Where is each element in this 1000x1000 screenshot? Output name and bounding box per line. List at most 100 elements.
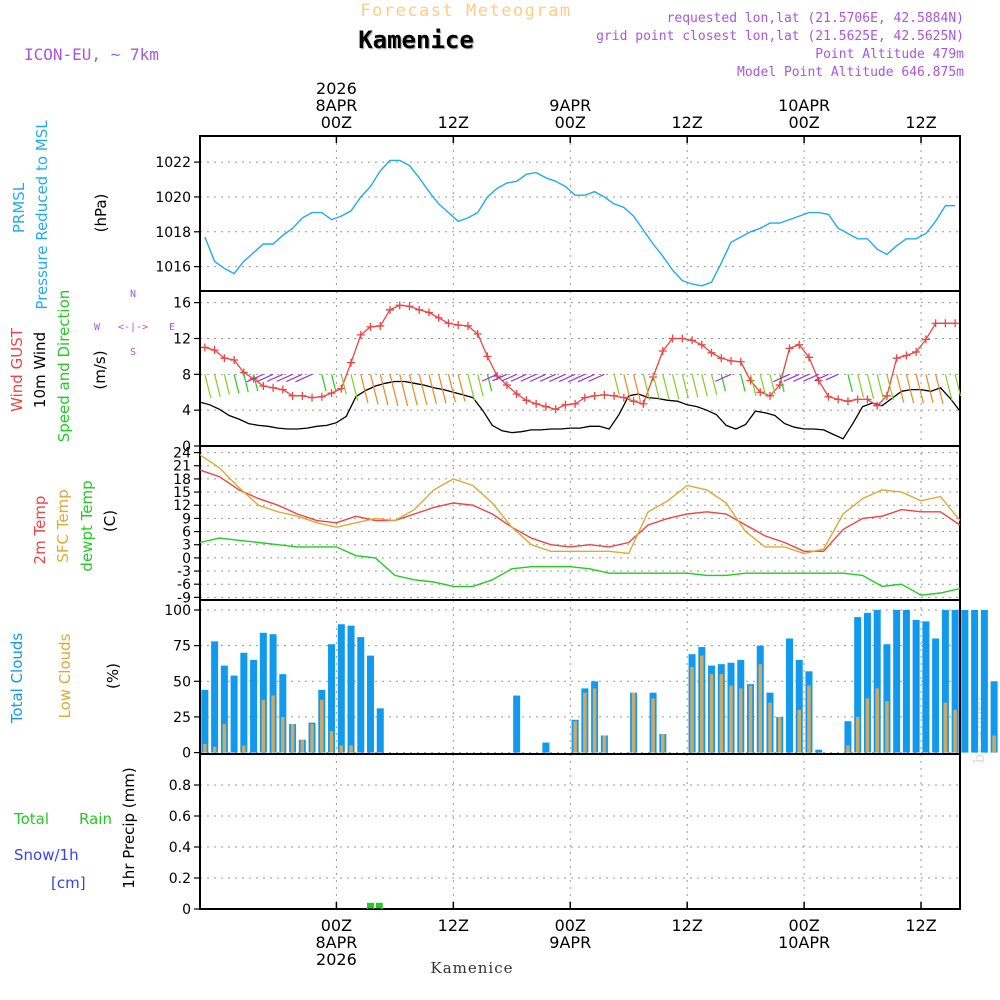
total-cloud-bar <box>844 721 852 753</box>
wind-direction-arrow <box>896 374 905 403</box>
gust-point <box>717 354 726 363</box>
wind-direction-arrow <box>340 374 347 395</box>
wind-direction-arrow <box>671 374 680 400</box>
ms-unit-label: (m/s) <box>91 350 109 389</box>
compass-north: N <box>130 289 136 300</box>
total-cloud-bar <box>337 624 345 753</box>
footer-location: Kamenice <box>431 959 514 977</box>
low-cloud-bar <box>797 709 801 753</box>
wind-direction-arrow <box>866 374 875 399</box>
rain-label: Rain <box>79 810 112 828</box>
gust-point <box>278 385 287 394</box>
gust-line <box>204 304 956 410</box>
y-tick-label: 0 <box>182 746 191 762</box>
total-cloud-bar <box>854 617 862 753</box>
wind-panel: 0 4 8 12 16 <box>173 290 961 455</box>
plot-layer: 10161018102010220481216-9-6-303691215182… <box>155 79 998 969</box>
dewpoint-line <box>199 537 961 596</box>
compass-arrows-icon: <-|-> <box>118 322 148 333</box>
wind-direction-arrow <box>915 374 924 404</box>
gust-point <box>502 381 511 390</box>
low-cloud-bar <box>310 724 314 753</box>
wind-direction-arrow <box>857 374 865 398</box>
gust-point <box>551 405 560 414</box>
total-cloud-bar <box>902 609 910 753</box>
y-tick-label: 4 <box>182 403 191 419</box>
low-cloud-bar <box>875 688 879 753</box>
y-tick-label: 16 <box>173 296 191 312</box>
gust-point <box>727 356 736 365</box>
gust-point <box>736 357 745 366</box>
top-time-label: 9APR <box>549 96 591 115</box>
top-time-label: 00Z <box>555 113 586 132</box>
gust-point <box>259 381 268 390</box>
wind-direction-arrow <box>558 373 576 383</box>
total-cloud-bar <box>961 609 969 753</box>
total-cloud-bar <box>269 634 277 753</box>
2m-temp-label: 2m Temp <box>31 496 49 565</box>
requested-coords: requested lon,lat (21.5706E, 42.5884N) <box>667 11 964 26</box>
wind-gust-label: Wind GUST <box>8 327 26 412</box>
total-cloud-bar <box>542 742 550 753</box>
y-tick-label: 0.4 <box>169 840 191 856</box>
wind-direction-arrow <box>369 374 379 405</box>
gust-point <box>639 399 648 408</box>
gust-point <box>580 393 589 402</box>
wind-direction-arrow <box>886 374 894 401</box>
celsius-unit-label: (C) <box>101 510 119 532</box>
y-tick-label: 0 <box>182 439 191 455</box>
wind-direction-arrow <box>568 373 586 383</box>
bottom-time-label: 00Z <box>788 916 819 935</box>
y-tick-label: 12 <box>173 331 191 347</box>
low-cloud-bar <box>777 716 782 753</box>
gust-point <box>200 343 209 352</box>
top-time-label: 12Z <box>438 113 469 132</box>
total-cloud-bar <box>785 638 793 753</box>
low-cloud-bar <box>943 702 948 753</box>
gust-point <box>795 340 804 349</box>
gust-point <box>629 397 638 406</box>
wind-direction-arrow <box>457 374 466 402</box>
total-cloud-bar <box>376 708 384 753</box>
gust-point <box>337 384 346 393</box>
wind-direction-arrow <box>772 373 790 383</box>
low-cloud-bar <box>242 745 246 753</box>
wind-direction-arrow <box>428 374 437 404</box>
compass-rose: N S W E <-|-> <box>94 289 175 358</box>
total-cloud-bar <box>922 621 930 753</box>
y-tick-label: 12 <box>173 498 191 514</box>
gust-point <box>658 347 667 356</box>
gust-point <box>707 348 716 357</box>
low-cloud-bar <box>855 716 860 753</box>
prmsl-label: PRMSL <box>10 182 28 233</box>
total-cloud-bar <box>863 612 871 753</box>
y-tick-label: 15 <box>173 485 191 501</box>
total-cloud-bar <box>250 659 258 753</box>
rain-bar <box>367 902 375 909</box>
total-cloud-bar <box>990 681 998 753</box>
gust-point <box>882 391 891 400</box>
gust-point <box>619 393 628 402</box>
total-cloud-bar <box>912 619 920 753</box>
wind-direction-arrow <box>408 374 418 406</box>
wind-direction-arrow <box>662 374 670 400</box>
wind-direction-arrow <box>492 373 508 382</box>
wind-direction-arrow <box>223 374 230 395</box>
gust-point <box>921 335 930 344</box>
low-cloud-bar <box>212 746 217 753</box>
wind10m-line <box>199 380 961 440</box>
gust-point <box>785 344 794 353</box>
wind-direction-arrow <box>389 374 399 407</box>
speed-direction-label: Speed and Direction <box>55 290 73 443</box>
total-cloud-bar <box>347 625 355 753</box>
total-cloud-bar <box>259 632 267 753</box>
wind-direction-arrow <box>577 373 595 383</box>
total-cloud-bar <box>220 665 228 753</box>
bottom-time-label: 00Z <box>321 916 352 935</box>
bottom-time-label: 9APR <box>549 933 591 952</box>
gust-point <box>532 399 541 408</box>
low-cloud-bar <box>320 699 324 753</box>
gust-point <box>668 334 677 343</box>
wind-direction-arrow <box>486 374 493 392</box>
